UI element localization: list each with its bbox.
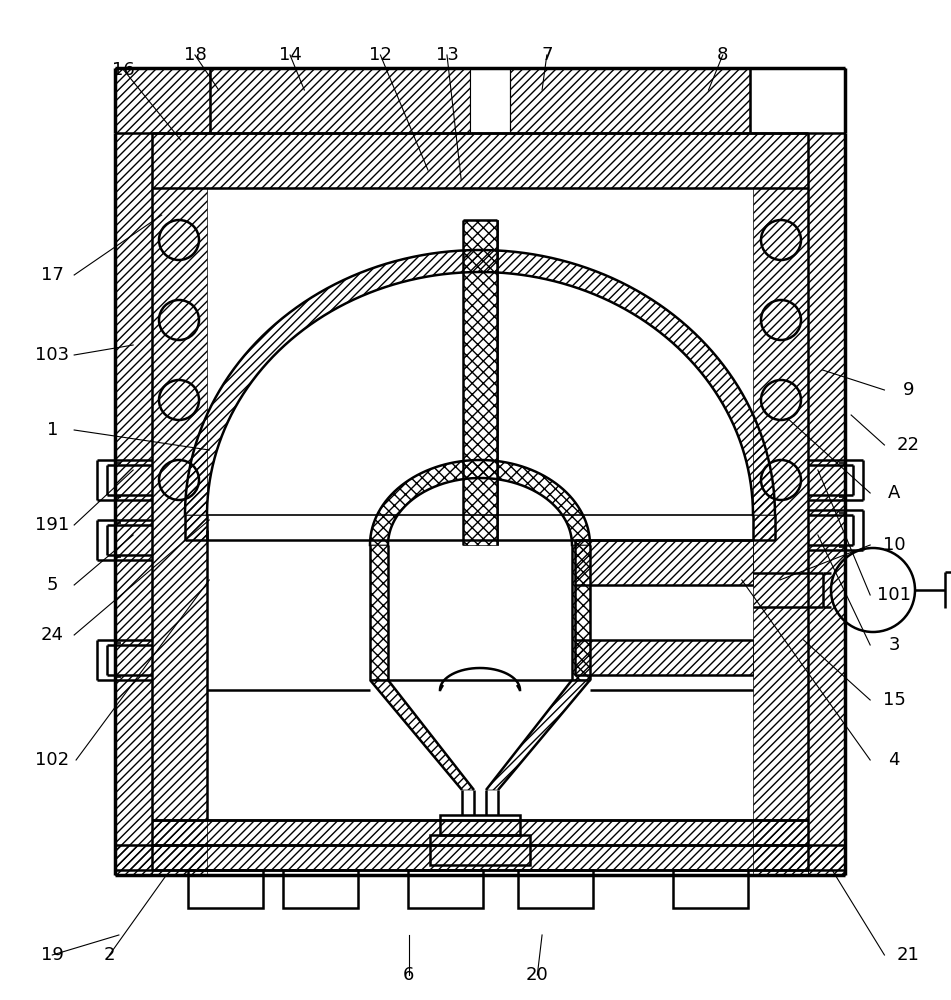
Bar [210, 68, 470, 133]
Bar [575, 640, 753, 675]
Text: 17: 17 [41, 266, 64, 284]
Text: 14: 14 [279, 46, 301, 64]
Text: 103: 103 [35, 346, 69, 364]
Bar [430, 835, 530, 865]
Text: 15: 15 [883, 691, 905, 709]
Text: 19: 19 [41, 946, 64, 964]
Text: 12: 12 [369, 46, 392, 64]
Bar [283, 870, 358, 908]
Text: 24: 24 [41, 626, 64, 644]
Text: A: A [887, 484, 901, 502]
Bar [470, 68, 510, 133]
Text: 1: 1 [47, 421, 58, 439]
Text: 3: 3 [888, 636, 900, 654]
Bar [152, 820, 808, 845]
Bar [152, 133, 808, 188]
Bar [115, 133, 152, 875]
Text: 16: 16 [112, 61, 135, 79]
Text: 101: 101 [877, 586, 911, 604]
Bar [572, 545, 590, 680]
Bar [518, 870, 593, 908]
Text: 8: 8 [717, 46, 728, 64]
Text: 5: 5 [47, 576, 58, 594]
Bar [370, 545, 388, 680]
Text: 10: 10 [883, 536, 905, 554]
Bar [115, 845, 845, 870]
Text: 7: 7 [541, 46, 553, 64]
Bar [510, 68, 750, 133]
Bar [463, 220, 498, 545]
Text: 102: 102 [35, 751, 69, 769]
Bar [575, 540, 753, 585]
Bar [753, 515, 775, 540]
Bar [753, 188, 808, 875]
Text: 9: 9 [902, 381, 914, 399]
Text: 4: 4 [888, 751, 900, 769]
Text: 6: 6 [403, 966, 415, 984]
Bar [673, 870, 748, 908]
Text: 20: 20 [526, 966, 549, 984]
Text: 22: 22 [897, 436, 920, 454]
Text: 13: 13 [436, 46, 458, 64]
Text: 18: 18 [184, 46, 206, 64]
Bar [115, 68, 210, 133]
Text: 191: 191 [35, 516, 69, 534]
Bar [750, 68, 845, 133]
Bar [440, 815, 520, 835]
Bar [185, 515, 207, 540]
Bar [808, 133, 845, 875]
Text: 21: 21 [897, 946, 920, 964]
Text: 2: 2 [104, 946, 115, 964]
Bar [408, 870, 483, 908]
Bar [188, 870, 263, 908]
Bar [152, 188, 207, 875]
